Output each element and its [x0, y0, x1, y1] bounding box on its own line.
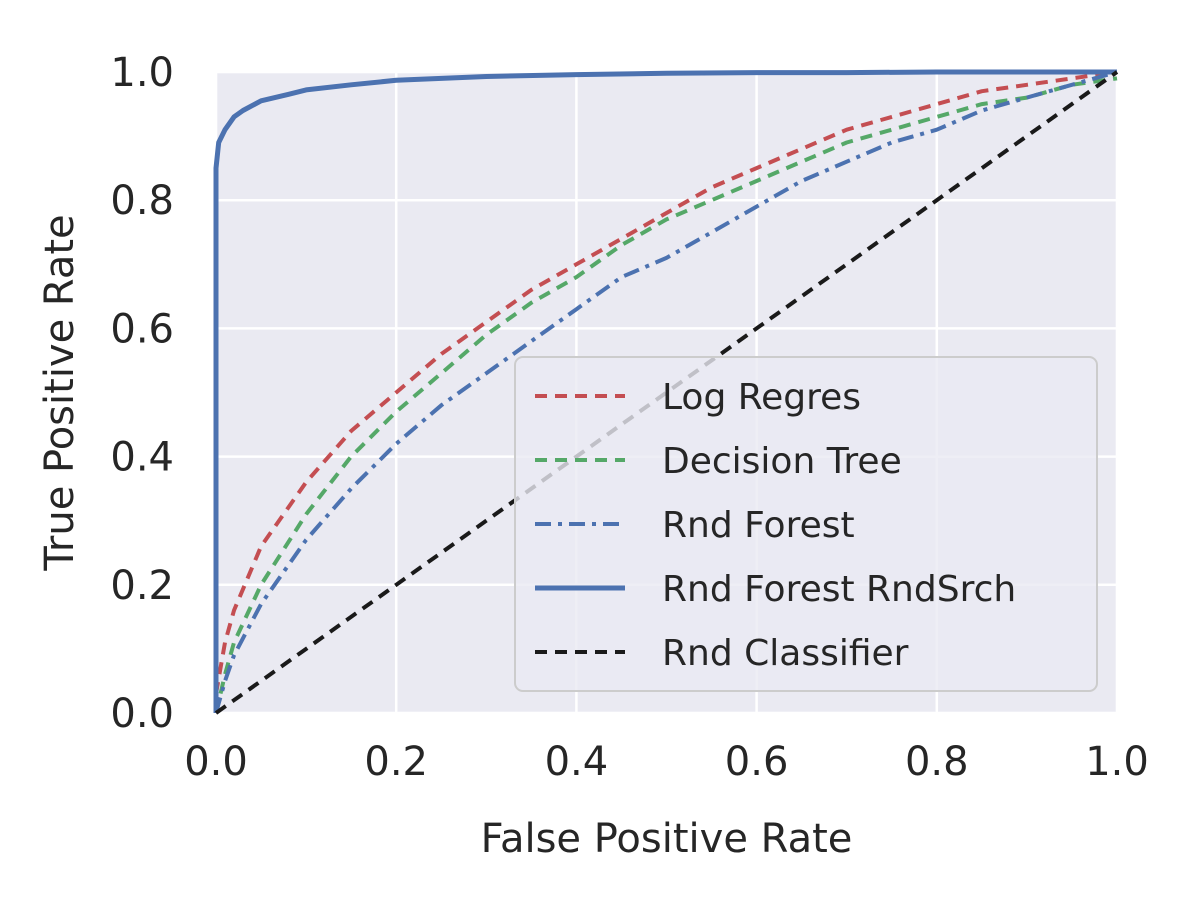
- legend-label: Rnd Forest: [662, 505, 855, 546]
- y-tick-label: 0.6: [110, 306, 174, 352]
- legend-frame: [514, 356, 1098, 692]
- legend-label: Decision Tree: [662, 441, 902, 482]
- x-tick-label: 0.4: [545, 739, 609, 785]
- x-tick-label: 1.0: [1085, 739, 1149, 785]
- series-line-2: [214, 70, 1118, 714]
- series-line-3: [213, 69, 1117, 713]
- x-tick-label: 0.6: [725, 739, 789, 785]
- series-line-4: [214, 70, 1119, 715]
- legend-label: Log Regres: [662, 377, 861, 418]
- y-axis-label: True Positive Rate: [37, 214, 83, 571]
- legend-label: Rnd Classifier: [662, 633, 909, 674]
- y-tick-label: 0.8: [110, 178, 174, 224]
- series-lines: [213, 69, 1119, 715]
- tick-labels: 0.0 0.2 0.4 0.6 0.8 1.0 0.0 0.2 0.4 0.6 0.8 1.0: [110, 50, 1148, 785]
- y-tick-label: 1.0: [110, 50, 174, 96]
- series-line-0: [214, 70, 1118, 695]
- x-axis-label: False Positive Rate: [481, 816, 853, 862]
- y-tick-label: 0.2: [110, 563, 174, 609]
- x-tick-label: 0.2: [364, 739, 428, 785]
- y-tick-label: 0.4: [110, 435, 174, 481]
- x-tick-label: 0.0: [184, 739, 248, 785]
- y-tick-label: 0.0: [110, 691, 174, 737]
- x-tick-label: 0.8: [905, 739, 969, 785]
- legend-label: Rnd Forest RndSrch: [662, 569, 1016, 610]
- legend: Log Regres Decision Tree Rnd Forest Rnd For…: [514, 356, 1098, 692]
